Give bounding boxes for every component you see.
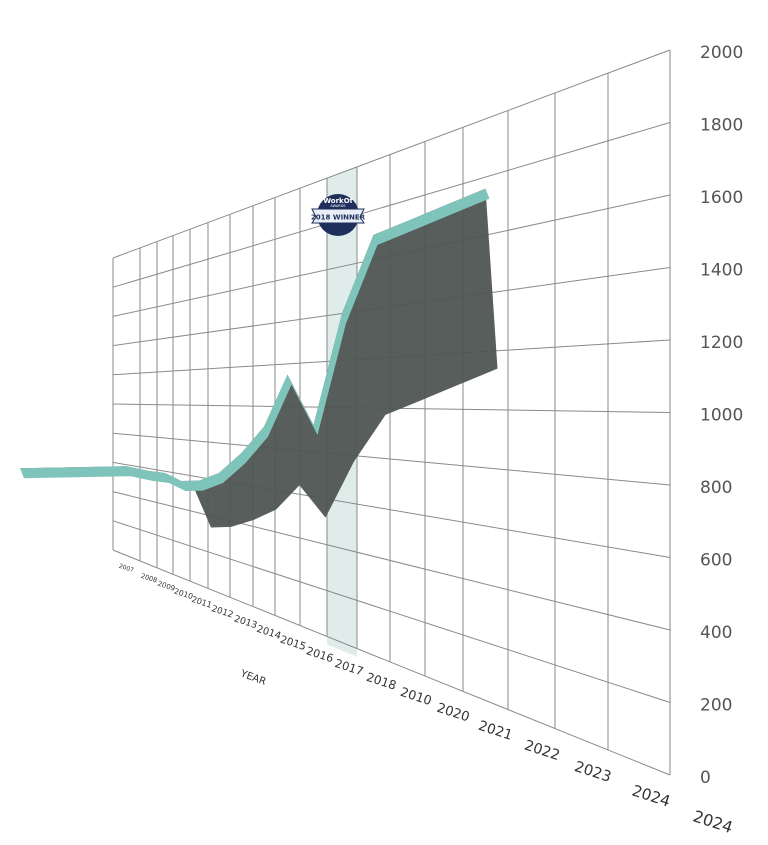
x-axis-label: YEAR [238,668,267,688]
y-tick-label: 600 [700,551,732,571]
y-tick-label: 1600 [700,188,743,208]
gridline-h [112,461,671,558]
y-tick-label: 800 [700,478,732,498]
x-tick-label: 2022 [522,738,561,764]
x-tick-label: 2008 [140,572,158,585]
gridline-h [112,491,671,631]
y-tick-label: 1200 [700,333,743,353]
y-tick-label: 400 [700,623,732,643]
x-tick-label: 2007 [118,563,135,574]
y-tick-label: 1000 [700,406,743,426]
y-tick-label: 2000 [700,43,743,63]
x-tick-label: 2018 [365,670,398,693]
x-tick-label: 2017 [333,656,365,678]
x-tick-label: 2024 [691,806,735,837]
y-tick-label: 200 [700,696,732,716]
y-tick-label: 1800 [700,116,743,136]
y-tick-label: 1400 [700,261,743,281]
x-tick-label: 2023 [572,758,613,786]
x-tick-label: 2012 [210,604,234,620]
badge-line3: 2018 WINNER [311,214,366,222]
badge-line1: WorkOf [323,197,353,205]
award-badge: WorkOf AWARDS 2018 WINNER [311,194,366,236]
gridline-h [112,49,671,259]
y-tick-label: 0 [700,768,711,788]
x-tick-label: 2016 [305,644,336,665]
ribbon-side [20,188,498,528]
x-tick-label: 2013 [233,613,259,631]
x-tick-label: 2011 [190,594,213,610]
x-tick-label: 2024 [630,782,673,811]
x-tick-label: 2010 [399,684,434,708]
x-tick-label: 2014 [255,624,282,642]
x-tick-label: 2020 [435,701,471,726]
badge-line2: AWARDS [330,204,346,208]
x-tick-label: 2015 [279,634,308,654]
x-tick-label: 2021 [476,718,514,744]
gridline-h [112,432,671,486]
gridline-h [112,122,671,288]
gridline-h [112,520,671,703]
gridline-h [112,549,671,776]
